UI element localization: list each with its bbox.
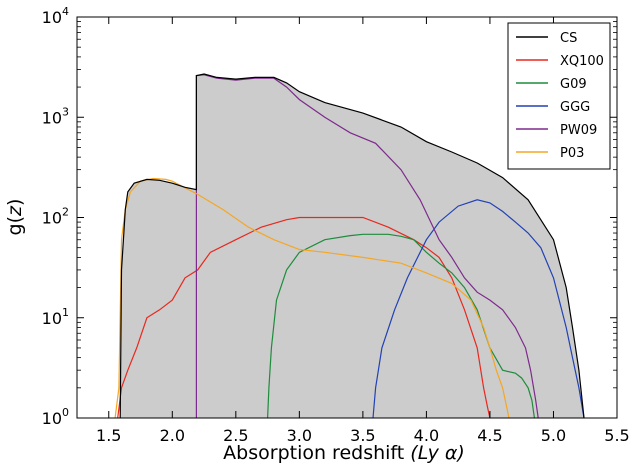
x-tick-label: 5.0 bbox=[541, 426, 566, 445]
legend-label-cs: CS bbox=[560, 31, 577, 46]
x-tick-label: 2.0 bbox=[160, 426, 185, 445]
legend-label-p03: P03 bbox=[560, 146, 584, 161]
legend-label-g09: G09 bbox=[560, 77, 587, 92]
legend-label-ggg: GGG bbox=[560, 100, 590, 115]
y-tick-label: 102 bbox=[42, 206, 69, 228]
legend-box bbox=[508, 23, 610, 169]
y-tick-label: 104 bbox=[42, 5, 69, 27]
y-tick-label: 101 bbox=[42, 306, 69, 328]
y-axis-label: g(z) bbox=[4, 199, 26, 236]
legend-label-xq100: XQ100 bbox=[560, 54, 604, 69]
x-tick-label: 4.5 bbox=[477, 426, 502, 445]
x-tick-label: 5.5 bbox=[604, 426, 629, 445]
y-tick-label: 103 bbox=[42, 105, 69, 127]
legend: CS XQ100 G09 GGG PW09 P03 bbox=[508, 23, 610, 169]
legend-label-pw09: PW09 bbox=[560, 123, 597, 138]
y-tick-labels: 100 101 102 103 104 bbox=[42, 5, 69, 428]
x-tick-label: 1.5 bbox=[96, 426, 121, 445]
y-tick-label: 100 bbox=[42, 406, 69, 428]
x-axis-label: Absorption redshift (Ly α) bbox=[223, 442, 465, 464]
